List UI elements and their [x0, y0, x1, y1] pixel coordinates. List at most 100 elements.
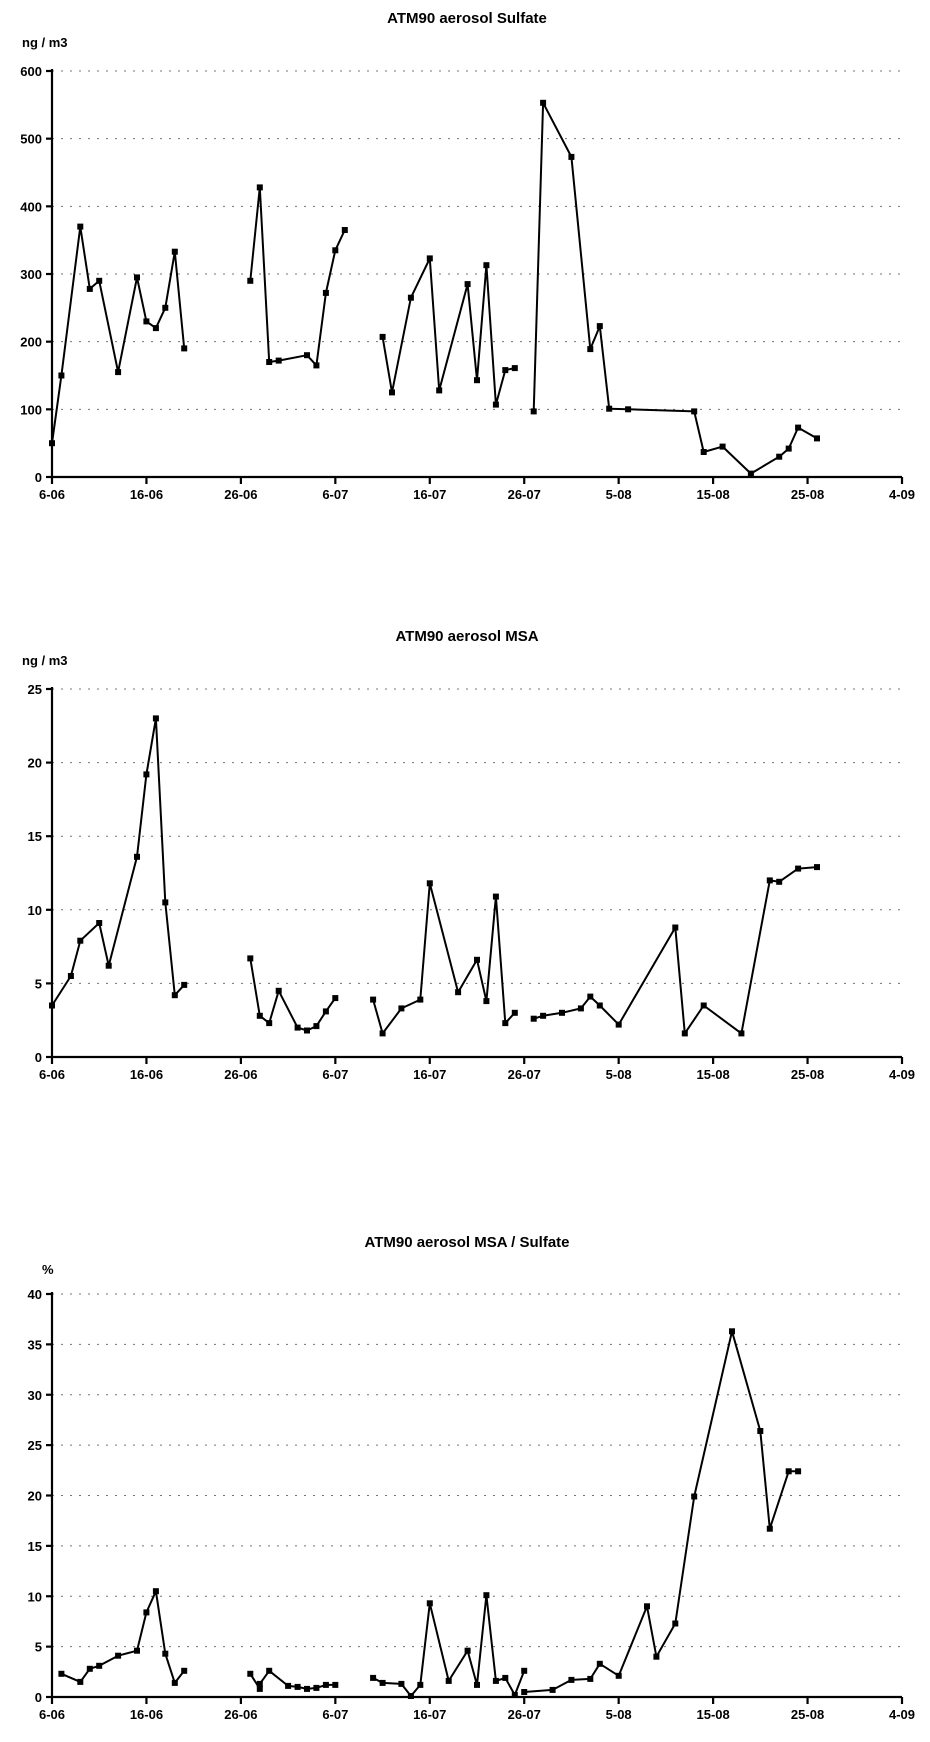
data-point: [700, 1002, 707, 1009]
x-tick-label: 25-08: [791, 1067, 824, 1082]
data-point: [86, 1665, 93, 1672]
data-point: [134, 274, 140, 281]
x-tick-label: 26-07: [508, 1067, 541, 1082]
data-point: [77, 223, 84, 230]
x-tick-label: 26-06: [224, 1067, 257, 1082]
data-point: [162, 1650, 169, 1657]
chart-1: ATM90 aerosol Sulfate ng / m3 0 100 200 300 40…: [20, 10, 915, 502]
data-point: [67, 973, 74, 979]
data-point: [644, 1603, 650, 1610]
data-point: [417, 1681, 424, 1688]
data-point: [247, 955, 254, 962]
data-point: [785, 445, 792, 452]
data-point: [795, 424, 802, 431]
x-tick-label: 16-07: [413, 1707, 446, 1722]
data-point: [672, 1620, 679, 1627]
y-tick-label: 35: [28, 1337, 42, 1352]
data-point: [275, 987, 282, 994]
data-point: [58, 1670, 65, 1677]
series-line-segment-1: [51, 225, 186, 444]
x-tick-label: 15-08: [696, 487, 729, 502]
data-point: [795, 1468, 802, 1475]
data-point: [105, 962, 112, 969]
y-tick-label: 10: [28, 903, 42, 918]
x-tick-label: 16-06: [130, 1067, 163, 1082]
y-tick-label: 600: [20, 64, 42, 79]
y-axis-unit-label: %: [42, 1262, 54, 1277]
data-point: [379, 1679, 386, 1686]
x-tick-label: 6-07: [322, 487, 348, 502]
data-point: [577, 1005, 584, 1012]
data-point: [134, 853, 140, 860]
y-tick-label: 500: [20, 132, 42, 147]
data-point: [766, 1525, 773, 1532]
x-tick-label: 6-06: [39, 487, 65, 502]
x-tick-label: 16-06: [130, 487, 163, 502]
y-tick-label: 0: [35, 470, 42, 485]
y-tick-label: 100: [20, 402, 42, 417]
x-tick-label: 16-07: [413, 1067, 446, 1082]
x-tick-label: 6-07: [322, 1067, 348, 1082]
data-point: [596, 1002, 603, 1009]
data-point: [766, 877, 773, 884]
data-point: [77, 937, 84, 944]
y-tick-label: 15: [28, 1539, 42, 1554]
data-point: [256, 184, 263, 191]
data-point: [332, 247, 339, 254]
y-tick-label: 25: [28, 1438, 42, 1453]
data-point: [407, 1693, 414, 1699]
data-point: [587, 1675, 594, 1682]
data-point: [58, 372, 65, 379]
data-point: [776, 453, 783, 460]
data-point: [304, 1027, 310, 1034]
data-point: [134, 1647, 140, 1654]
data-point: [426, 255, 433, 262]
data-point: [549, 1686, 556, 1693]
data-point: [729, 1328, 735, 1335]
data-point: [814, 435, 820, 442]
y-tick-label: 400: [20, 199, 42, 214]
data-point: [502, 1020, 509, 1027]
data-point: [96, 277, 103, 284]
data-point: [322, 1681, 329, 1688]
data-point: [313, 1684, 320, 1691]
chart-title: ATM90 aerosol MSA: [395, 628, 538, 645]
data-point: [511, 1692, 518, 1698]
data-point: [322, 1008, 329, 1015]
x-tick-label: 26-06: [224, 1707, 257, 1722]
x-tick-label: 4-09: [889, 1067, 915, 1082]
data-point: [152, 1588, 159, 1595]
data-point: [304, 352, 310, 359]
data-point: [596, 323, 603, 330]
data-point: [152, 715, 159, 722]
data-point: [691, 408, 698, 415]
y-tick-label: 0: [35, 1050, 42, 1065]
data-point: [757, 1428, 764, 1434]
chart-3: ATM90 aerosol MSA / Sulfate% 0 5 10 15 20 25 30…: [28, 1234, 915, 1722]
data-point: [389, 389, 395, 396]
data-point: [266, 359, 273, 365]
data-point: [738, 1030, 745, 1037]
data-point: [426, 880, 433, 887]
data-point: [521, 1667, 528, 1674]
data-point: [747, 470, 754, 477]
y-tick-label: 20: [28, 756, 42, 771]
data-point: [171, 992, 178, 999]
data-point: [266, 1020, 273, 1027]
y-tick-label: 10: [28, 1589, 42, 1604]
data-point: [681, 1030, 688, 1037]
data-point: [96, 1662, 103, 1669]
y-tick-label: 30: [28, 1388, 42, 1403]
data-point: [625, 406, 632, 413]
data-point: [521, 1689, 528, 1695]
data-point: [540, 1012, 547, 1019]
y-tick-label: 300: [20, 267, 42, 282]
x-tick-label: 16-06: [130, 1707, 163, 1722]
data-point: [115, 369, 122, 376]
data-point: [464, 281, 471, 288]
data-point: [492, 401, 499, 408]
y-tick-label: 200: [20, 335, 42, 350]
data-point: [502, 367, 509, 374]
